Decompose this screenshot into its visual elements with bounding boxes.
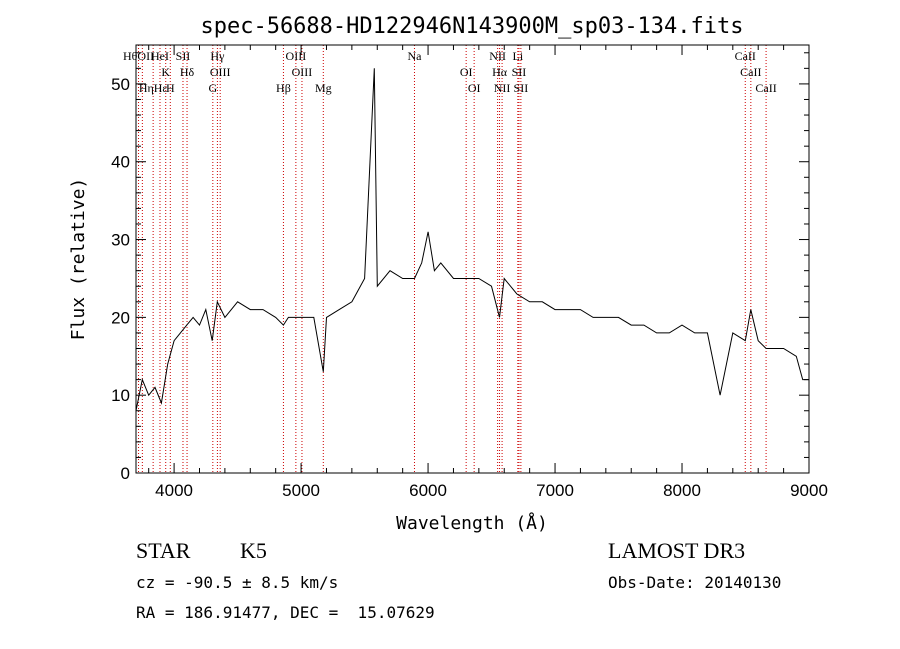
line-marker-label: NII [494, 81, 511, 95]
line-marker-label: K [161, 65, 170, 79]
line-marker-label: HηHε [139, 81, 168, 95]
spectrum-series-line [135, 68, 809, 411]
line-marker-label: CaII [755, 81, 776, 95]
y-tick-label: 0 [121, 464, 130, 483]
subclass-label: K5 [240, 538, 267, 563]
line-marker-label: HeI [151, 49, 169, 63]
x-axis-label: Wavelength (Å) [396, 512, 548, 534]
emission-line-markers [138, 45, 767, 473]
line-marker-label: OIII [292, 65, 313, 79]
line-marker-label: Hα [492, 65, 508, 79]
line-marker-label: Li [512, 49, 523, 63]
chart-title: spec-56688-HD122946N143900M_sp03-134.fit… [200, 14, 743, 39]
line-marker-label: HθOII [123, 49, 154, 63]
line-marker-label: CaII [740, 65, 761, 79]
x-tick-label: 8000 [663, 481, 701, 500]
y-axis-label: Flux (relative) [68, 178, 89, 341]
x-axis-ticks: 4000 5000 6000 7000 8000 9000 [148, 45, 828, 500]
y-tick-label: 40 [111, 153, 130, 172]
redshift-text: cz = -90.5 ± 8.5 km/s [136, 573, 339, 592]
line-marker-label: Hγ [210, 49, 225, 63]
line-marker-label: G [208, 81, 217, 95]
line-marker-label: SII [176, 49, 191, 63]
x-tick-label: 6000 [409, 481, 447, 500]
line-marker-label: OIII [286, 49, 307, 63]
line-marker-label: NII [489, 49, 506, 63]
x-tick-label: 4000 [155, 481, 193, 500]
line-marker-label: OI [460, 65, 473, 79]
line-marker-label: Mg [315, 81, 332, 95]
line-marker-label: SII [512, 65, 527, 79]
line-marker-label: SII [514, 81, 529, 95]
line-marker-label: Hδ [180, 65, 195, 79]
y-tick-label: 10 [111, 386, 130, 405]
survey-label: LAMOST DR3 [608, 538, 746, 563]
y-tick-label: 30 [111, 231, 130, 250]
y-tick-label: 50 [111, 75, 130, 94]
line-marker-label: Na [407, 49, 422, 63]
line-marker-label: OI [468, 81, 481, 95]
x-tick-label: 7000 [536, 481, 574, 500]
ra-dec-text: RA = 186.91477, DEC = 15.07629 [136, 603, 435, 622]
y-axis-ticks: 0 10 20 30 40 50 [111, 52, 809, 483]
line-marker-label: CaII [735, 49, 756, 63]
obs-date-text: Obs-Date: 20140130 [608, 573, 782, 592]
y-tick-label: 20 [111, 308, 130, 327]
x-tick-label: 5000 [282, 481, 320, 500]
line-marker-label: H [166, 81, 175, 95]
emission-line-labels: HθOIIHηHεHeIKHSIIHδGHγOIIIHβOIIIOIIIMgNa… [123, 49, 777, 95]
x-tick-label: 9000 [790, 481, 828, 500]
line-marker-label: OIII [210, 65, 231, 79]
line-marker-label: Hβ [276, 81, 291, 95]
plot-frame [135, 44, 810, 474]
class-label: STAR [136, 538, 191, 563]
